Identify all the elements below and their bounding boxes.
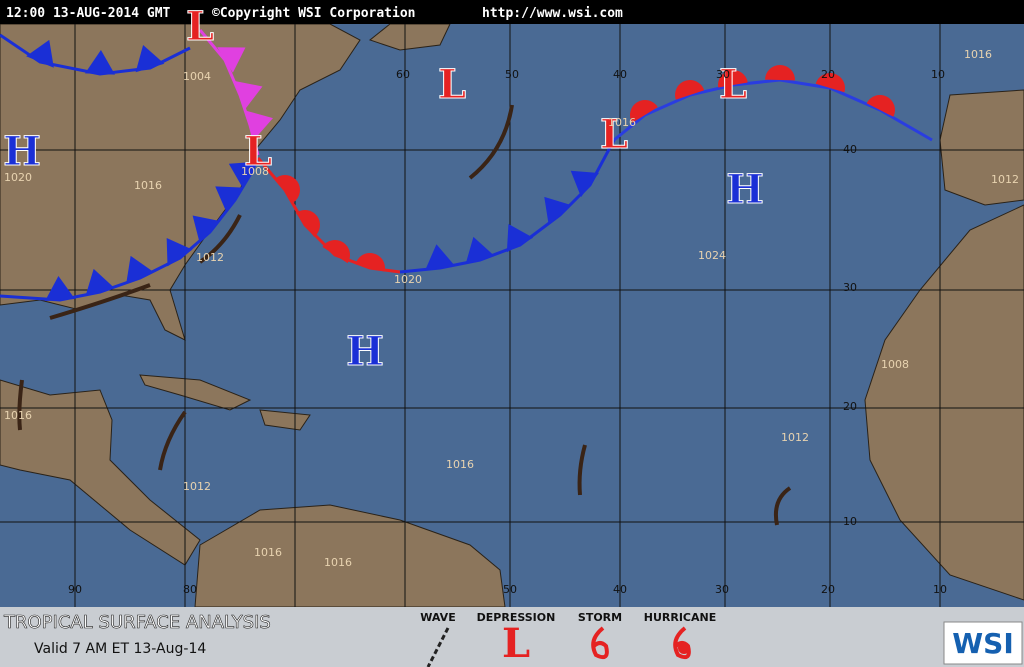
isobar-label: 1008: [881, 358, 909, 371]
longitude-label: 10: [931, 68, 945, 81]
legend-label: DEPRESSION: [477, 611, 556, 624]
isobar-label: 1024: [698, 249, 726, 262]
longitude-label: 10: [933, 583, 947, 596]
isobar-label: 1016: [254, 546, 282, 559]
longitude-label: 60: [396, 68, 410, 81]
longitude-label: 20: [821, 68, 835, 81]
copyright: ©Copyright WSI Corporation: [212, 6, 416, 21]
isobar-label: 1012: [196, 251, 224, 264]
longitude-label: 90: [68, 583, 82, 596]
pressure-center: H: [726, 166, 764, 213]
longitude-label: 40: [613, 583, 627, 596]
isobar-label: 1020: [394, 273, 422, 286]
latitude-label: 20: [843, 400, 857, 413]
legend-label: STORM: [578, 611, 622, 624]
isobar-label: 1016: [134, 179, 162, 192]
pressure-center: L: [719, 61, 747, 108]
longitude-label: 80: [183, 583, 197, 596]
valid-time: Valid 7 AM ET 13-Aug-14: [34, 641, 206, 657]
url: http://www.wsi.com: [482, 6, 623, 21]
pressure-center: L: [244, 128, 272, 175]
isobar-label: 1012: [781, 431, 809, 444]
longitude-label: 50: [503, 583, 517, 596]
pressure-center: H: [346, 328, 384, 375]
logo-box: [943, 621, 1023, 665]
logo: WSI: [952, 627, 1013, 660]
isobar-label: 1016: [324, 556, 352, 569]
isobar-label: 1020: [4, 171, 32, 184]
latitude-label: 10: [843, 515, 857, 528]
longitude-label: 30: [715, 583, 729, 596]
timestamp: 12:00 13-AUG-2014 GMT: [6, 6, 171, 21]
tropical-waves: [17, 104, 792, 526]
storm-icons: [591, 626, 691, 660]
latitude-label: 40: [843, 143, 857, 156]
isobar-label: 1012: [991, 173, 1019, 186]
wave-icon: [426, 627, 450, 667]
isobar-label: 1004: [183, 70, 211, 83]
footer-bar: [0, 607, 1024, 667]
isobar-label: 1012: [183, 480, 211, 493]
legend-label: WAVE: [420, 611, 455, 624]
longitude-label: 20: [821, 583, 835, 596]
longitude-label: 50: [505, 68, 519, 81]
isobar-label: 1016: [964, 48, 992, 61]
isobar-label: 1016: [608, 116, 636, 129]
isobar-label: 1016: [446, 458, 474, 471]
pressure-center: L: [186, 3, 214, 50]
pressure-center: L: [438, 61, 466, 108]
legend-symbol: L: [502, 620, 530, 667]
latitude-label: 30: [843, 281, 857, 294]
longitude-label: 40: [613, 68, 627, 81]
longitude-label: 30: [716, 68, 730, 81]
footer-title: TROPICAL SURFACE ANALYSIS: [3, 612, 271, 633]
pressure-center: H: [3, 128, 41, 175]
isobar-label: 1008: [241, 165, 269, 178]
fronts: [0, 29, 933, 302]
legend-label: HURRICANE: [644, 611, 716, 624]
pressure-center: L: [600, 111, 628, 158]
isobar-label: 1016: [4, 409, 32, 422]
header-bar: [0, 0, 1024, 24]
